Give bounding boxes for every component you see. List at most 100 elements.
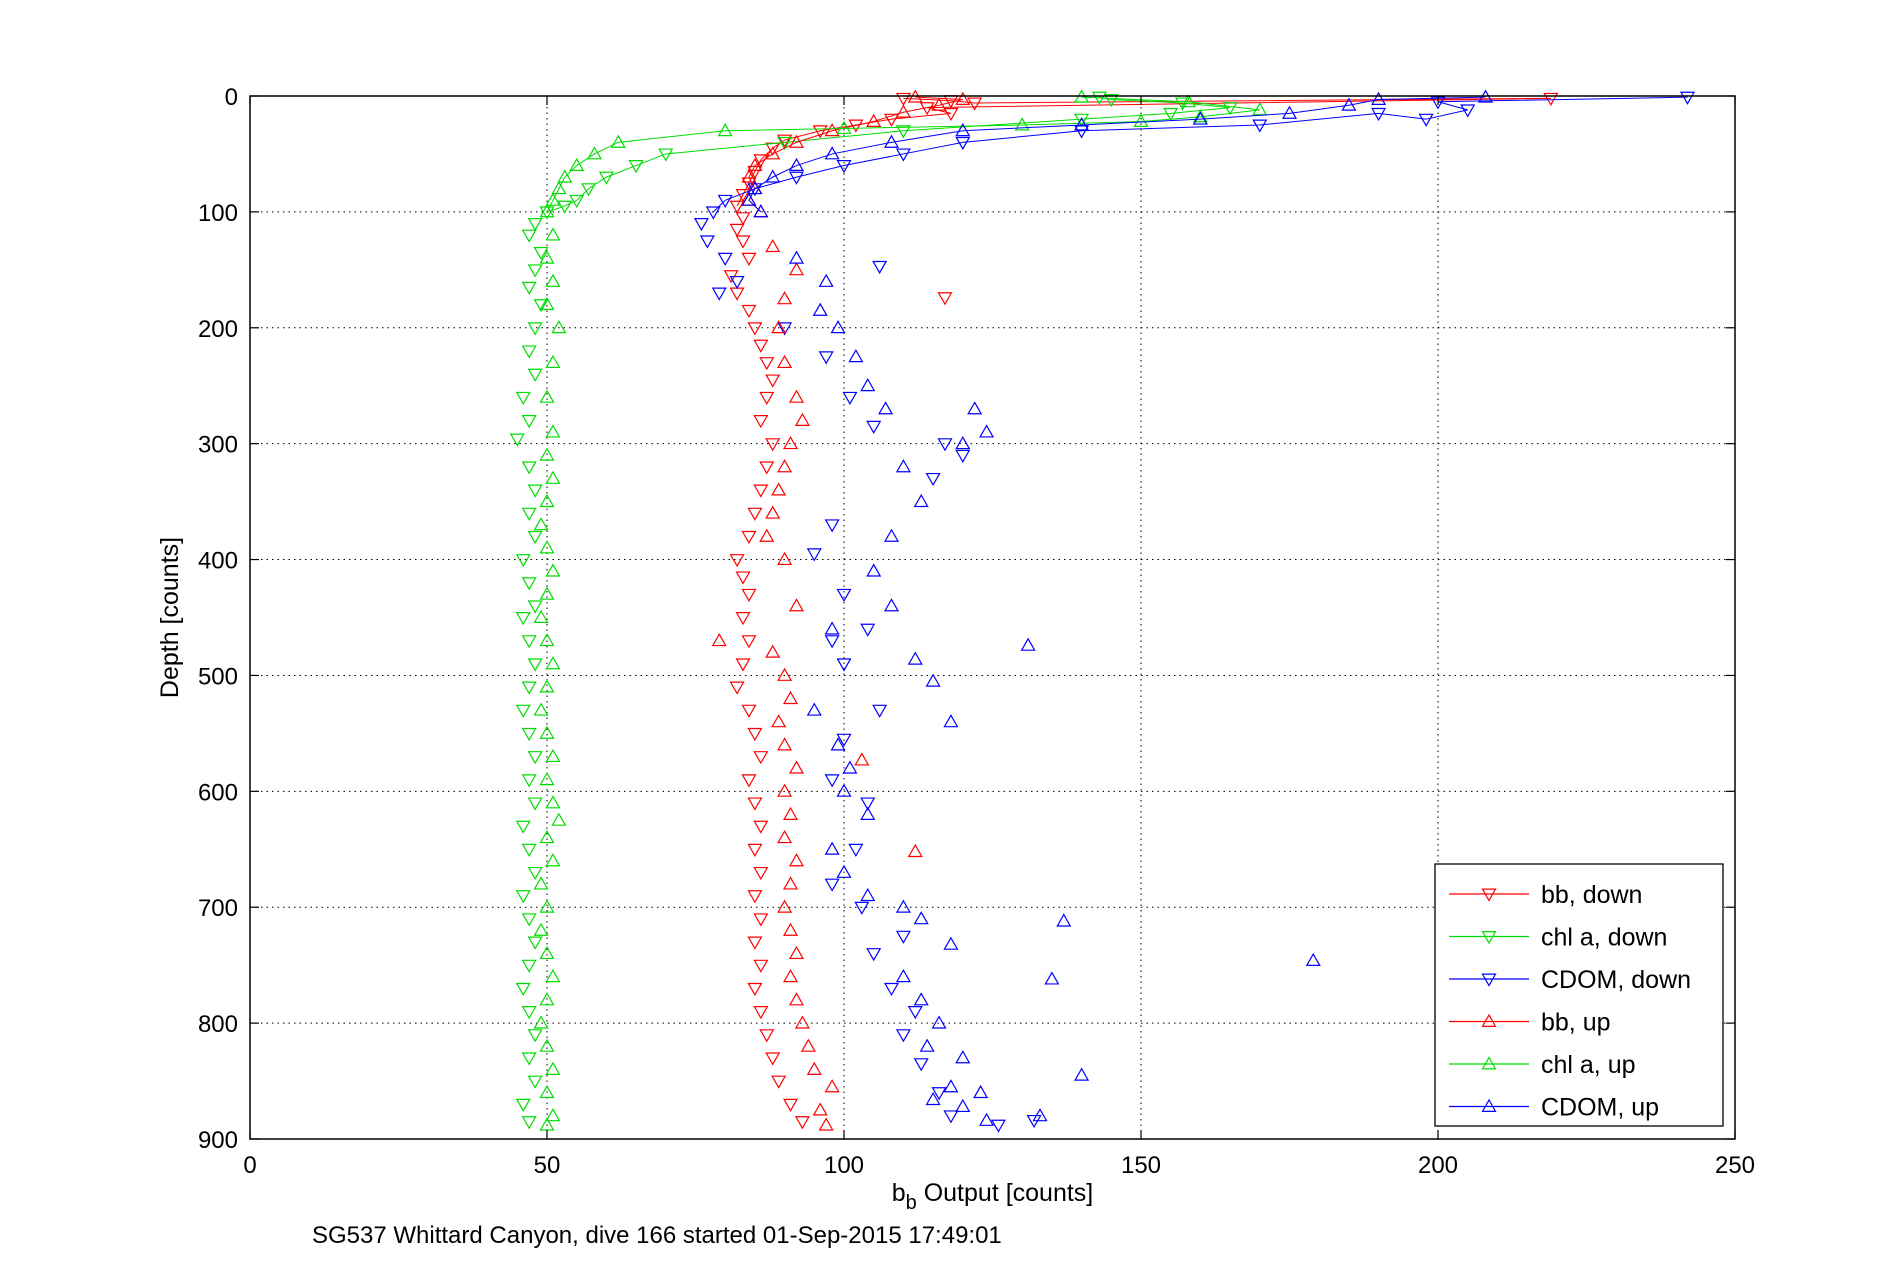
data-point xyxy=(806,1061,822,1075)
axis-ticks: 0 50 100 150 200 250 0 100 200 300 400 500 600 700 800… xyxy=(198,84,1755,1179)
data-point xyxy=(539,829,555,844)
data-point xyxy=(515,1098,531,1112)
data-point xyxy=(788,992,805,1006)
data-point xyxy=(521,1052,537,1066)
y-tick-label: 100 xyxy=(198,200,238,227)
data-point xyxy=(955,123,971,137)
data-point xyxy=(1175,97,1191,111)
data-point xyxy=(1341,97,1357,111)
data-point xyxy=(895,125,911,139)
legend-marker xyxy=(1481,1098,1497,1112)
data-point xyxy=(539,586,555,600)
x-axis-label-subscript: b xyxy=(906,1192,917,1214)
data-point xyxy=(990,1119,1006,1133)
data-point xyxy=(747,181,763,195)
data-point xyxy=(753,339,769,353)
data-point xyxy=(943,936,959,950)
data-point xyxy=(581,183,597,197)
data-point xyxy=(931,1015,947,1029)
data-point xyxy=(777,354,793,369)
data-point xyxy=(753,959,769,973)
data-point xyxy=(521,229,537,243)
data-point xyxy=(872,704,888,718)
data-point xyxy=(741,530,757,545)
series-line xyxy=(712,96,1688,213)
data-point xyxy=(777,667,793,681)
legend: bb, down chl a, down CDOM, down bb, up chl a… xyxy=(1434,863,1724,1127)
data-point xyxy=(753,751,769,765)
data-point xyxy=(860,378,876,392)
data-point xyxy=(895,148,911,162)
data-point xyxy=(765,238,781,253)
data-point xyxy=(866,948,882,962)
data-point xyxy=(842,760,858,774)
data-point xyxy=(527,322,543,336)
data-point xyxy=(824,123,840,137)
data-point xyxy=(521,843,537,857)
data-point xyxy=(759,1029,775,1043)
series-1 xyxy=(509,91,1238,1130)
data-point xyxy=(729,200,745,214)
data-point xyxy=(943,714,959,728)
data-point xyxy=(765,169,781,183)
data-point xyxy=(866,420,882,434)
y-axis-label: Depth [counts] xyxy=(156,537,184,698)
data-point xyxy=(515,890,531,904)
legend-box xyxy=(1434,863,1724,1127)
legend-label: chl a, up xyxy=(1541,1051,1636,1079)
data-point xyxy=(1281,105,1298,119)
data-point xyxy=(818,273,834,287)
data-point xyxy=(907,651,923,665)
data-point xyxy=(967,97,983,111)
data-point xyxy=(539,632,555,647)
data-point xyxy=(705,206,721,220)
data-point xyxy=(527,600,543,614)
legend-item: chl a, down xyxy=(1449,924,1667,952)
data-point xyxy=(1180,94,1197,108)
data-point xyxy=(1074,125,1090,139)
data-point xyxy=(777,322,793,336)
data-point xyxy=(824,146,840,160)
data-point xyxy=(955,1098,971,1113)
legend-item: bb, down xyxy=(1449,881,1642,909)
data-point xyxy=(854,752,870,766)
x-tick-label: 50 xyxy=(534,1152,561,1179)
data-point xyxy=(1252,119,1268,133)
data-point xyxy=(533,299,549,313)
data-point xyxy=(551,181,567,195)
data-point xyxy=(521,913,537,927)
data-point xyxy=(830,320,846,334)
data-point xyxy=(521,281,537,295)
legend-item: CDOM, up xyxy=(1449,1094,1659,1122)
data-point xyxy=(515,554,531,568)
data-point xyxy=(717,252,733,266)
data-point xyxy=(783,1098,799,1112)
data-point xyxy=(883,134,900,148)
data-point xyxy=(557,169,573,183)
data-point xyxy=(1192,111,1208,125)
data-point xyxy=(788,598,805,612)
data-point xyxy=(539,493,555,508)
data-point xyxy=(533,876,549,890)
data-point xyxy=(729,223,745,237)
data-point xyxy=(777,783,793,797)
data-point xyxy=(967,401,983,415)
data-point xyxy=(521,577,537,591)
data-point xyxy=(539,1084,555,1099)
data-point xyxy=(545,470,561,484)
x-tick-label: 0 xyxy=(243,1152,256,1179)
data-point xyxy=(747,843,763,857)
data-point xyxy=(1074,117,1090,131)
data-point xyxy=(955,435,971,450)
data-point xyxy=(788,134,805,148)
data-point xyxy=(1074,113,1090,127)
legend-label: chl a, down xyxy=(1541,924,1667,952)
data-point xyxy=(527,936,543,950)
data-point xyxy=(973,1084,989,1099)
data-point xyxy=(545,853,561,867)
data-point xyxy=(711,632,727,647)
data-point xyxy=(741,704,757,718)
data-point xyxy=(539,204,555,218)
